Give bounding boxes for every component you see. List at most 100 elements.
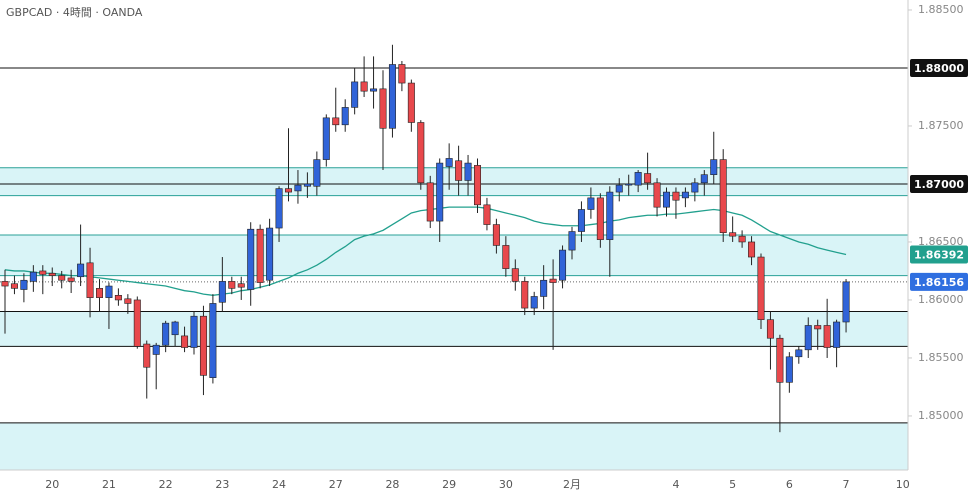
candle-body [559,249,567,281]
candle-body [776,337,784,383]
candle-body [455,160,463,181]
candle-body [492,224,500,246]
candle-body [303,183,311,187]
candle-body [105,285,113,298]
x-tick-label: 24 [272,478,286,491]
candle-body [162,322,170,346]
x-tick-label: 23 [215,478,229,491]
x-tick-label: 2月 [563,478,581,491]
candle-body [407,82,415,123]
candle-body [247,228,255,290]
candle-body [577,209,585,232]
x-tick-label: 20 [45,478,59,491]
x-tick-label: 30 [499,478,513,491]
x-tick-label: 7 [843,478,850,491]
candle-body [171,321,179,336]
candle-body [96,288,104,298]
x-tick-label: 21 [102,478,116,491]
candle-body [464,162,472,181]
candle-body [634,172,642,186]
level-label: 1.88000 [914,62,964,75]
candle-body [199,315,207,376]
candle-body [332,117,340,126]
candle-body [445,158,453,167]
x-tick-label: 29 [442,478,456,491]
candle-body [124,298,132,304]
candle-body [143,343,151,368]
candle-body [738,235,746,243]
level-label: 1.87000 [914,178,964,191]
candle-body [379,88,387,129]
last-price-label: 1.86156 [914,276,964,289]
candle-body [370,88,378,92]
zone [0,311,908,347]
candle-body [748,241,756,258]
candle-body [644,173,652,184]
candle-body [662,191,670,208]
y-tick-label: 1.85000 [918,409,964,422]
candle-body [209,303,217,378]
candle-body [294,184,302,192]
candle-body [502,245,510,269]
candle-body [672,191,680,201]
candle-body [540,279,548,297]
candle-body [625,183,633,186]
ma-label-box [910,245,968,264]
candle-body [473,165,481,206]
zone [0,235,908,276]
candle-body [313,159,321,187]
moving-average [4,206,847,296]
x-tick-label: 4 [672,478,679,491]
candle-body [218,281,226,303]
candle-body [795,349,803,358]
candle-body [568,231,576,251]
candle-body [275,188,283,229]
candle-body [587,197,595,210]
candle-body [284,188,292,193]
candle-body [426,182,434,222]
candle-body [719,159,727,233]
candle-body [237,283,245,288]
candle-body [10,283,18,289]
candle-body [133,299,141,347]
level-lines [0,67,908,424]
candle-body [615,184,623,193]
candle-body [729,232,737,237]
candle-body [606,191,614,240]
ma-line [4,206,847,296]
candle-body [86,262,94,298]
candle-body [256,228,264,283]
candle-body [596,197,604,240]
time-axis-bg [0,470,908,500]
x-tick-label: 6 [786,478,793,491]
candle-body [823,325,831,348]
candle-body [322,117,330,160]
level-label-box [910,174,968,193]
chart-title: GBPCAD · 4時間 · OANDA [6,6,143,19]
candle-body [681,191,689,199]
zone [0,167,908,196]
y-tick-label: 1.88500 [918,3,964,16]
candle-body [181,335,189,348]
candle-body [77,263,85,278]
candle-body [58,275,66,281]
x-tick-label: 27 [329,478,343,491]
candle-body [351,81,359,108]
candle-body [530,296,538,309]
candle-body [757,256,765,320]
candle-body [388,64,396,129]
candle-body [436,162,444,222]
x-tick-label: 28 [385,478,399,491]
y-tick-label: 1.86500 [918,235,964,248]
candle-body [804,325,812,351]
candle-body [766,319,774,339]
candle-body [710,159,718,175]
candle-body [29,271,37,282]
candle-body [785,356,793,383]
candles [1,44,850,433]
candle-body [398,64,406,84]
candle-body [266,227,274,281]
candle-body [814,325,822,330]
candle-body [190,315,198,348]
